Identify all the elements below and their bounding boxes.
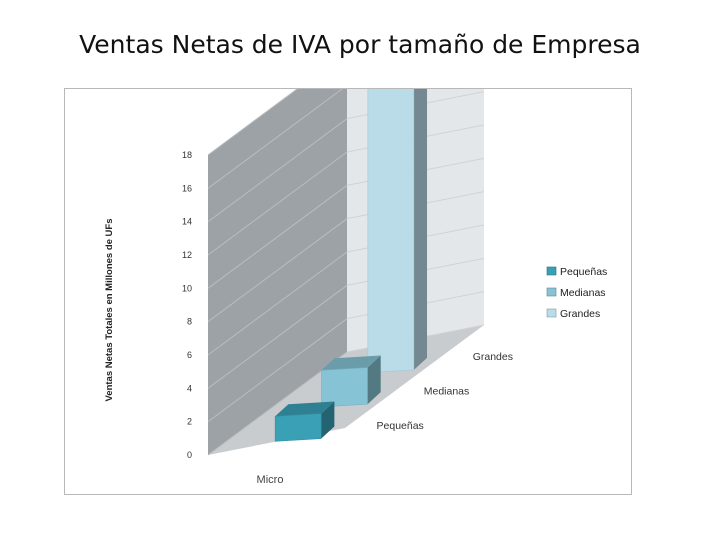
bar-top: [321, 355, 381, 371]
bar-side: [413, 89, 428, 370]
bar-grandes: [367, 89, 428, 373]
gridline-side: [207, 218, 348, 323]
x-category-label: Micro: [257, 474, 284, 486]
y-tick-label: 14: [182, 217, 192, 227]
bar-pequeñas: [274, 401, 335, 442]
y-tick-label: 12: [182, 250, 192, 260]
gridline-side: [207, 318, 348, 423]
y-tick-label: 10: [182, 283, 192, 293]
legend-label: Pequeñas: [560, 266, 607, 278]
legend-label: Grandes: [560, 308, 600, 320]
depth-axis-label: Medianas: [424, 386, 470, 398]
y-axis-title: Ventas Netas Totales en Millones de UFs: [104, 218, 115, 401]
chart-svg: 0 2 4 6 8 10 12 14 16 18 Ventas Netas Totales en M…: [104, 89, 607, 486]
bar-front: [321, 367, 368, 408]
y-tick-label: 18: [182, 150, 192, 160]
depth-axis-label: Grandes: [473, 351, 513, 363]
gridline-side: [207, 184, 348, 289]
gridline-side: [207, 89, 298, 156]
legend-swatch: [546, 287, 557, 297]
slide-title: Ventas Netas de IVA por tamaño de Empres…: [79, 30, 641, 59]
bars: [274, 89, 428, 442]
bar-side: [321, 401, 335, 439]
bar-medianas: [321, 355, 381, 408]
gridline-side: [207, 284, 348, 389]
y-tick-label: 4: [187, 383, 192, 393]
y-tick-label: 6: [187, 350, 192, 360]
y-tick-label: 8: [187, 317, 192, 327]
y-tick-label: 2: [187, 417, 192, 427]
bar-top: [275, 401, 335, 417]
bar-front: [274, 413, 322, 442]
chart-frame: 0 2 4 6 8 10 12 14 16 18 Ventas Netas Totales en M…: [64, 88, 632, 495]
gridline-side: [207, 118, 348, 223]
depth-axis-label: Pequeñas: [377, 420, 424, 432]
y-tick-label: 0: [187, 450, 192, 460]
bar-front: [367, 89, 415, 373]
side-wall: [208, 89, 347, 455]
legend-label: Medianas: [560, 287, 606, 299]
y-tick-label: 16: [182, 183, 192, 193]
legend-swatch: [546, 308, 557, 318]
bar-side: [367, 355, 381, 405]
gridline-side: [207, 89, 343, 189]
legend-swatch: [546, 266, 557, 276]
gridline-side: [207, 251, 348, 356]
gridline-side: [207, 151, 348, 256]
legend: Pequeñas Medianas Grandes: [546, 266, 607, 320]
